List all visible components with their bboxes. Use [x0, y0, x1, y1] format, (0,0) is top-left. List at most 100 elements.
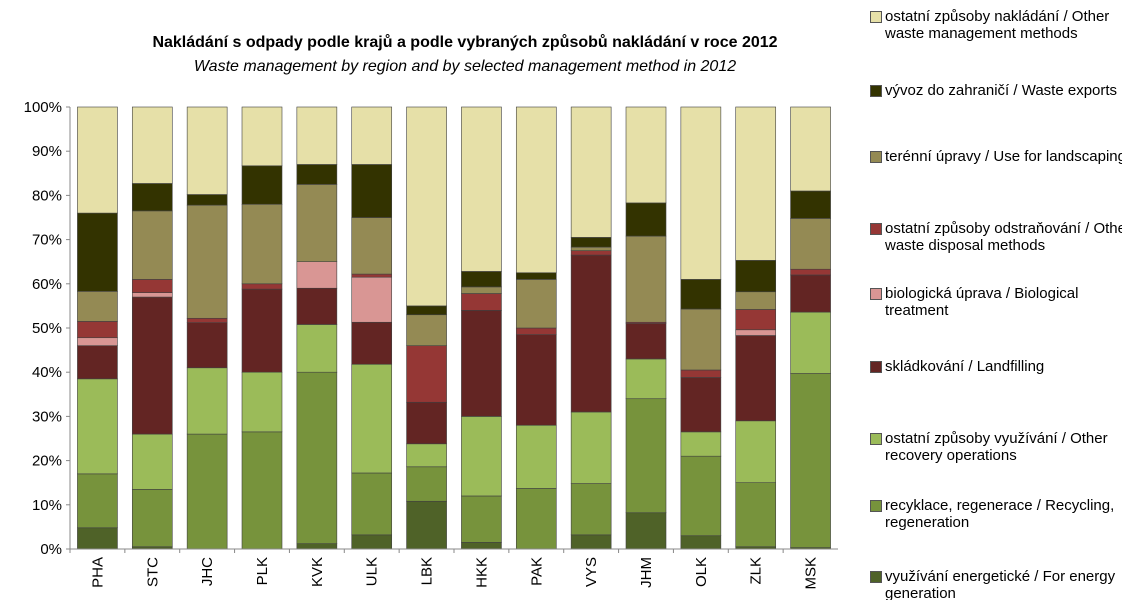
legend-item: využívání energetické / For energy gener…	[868, 568, 1122, 600]
bar-segment	[406, 345, 447, 403]
bar-segment	[351, 534, 393, 550]
bar-segment	[77, 345, 118, 380]
bar-segment	[515, 327, 557, 335]
legend-swatch	[870, 361, 882, 373]
bar-segment	[241, 165, 283, 205]
x-tick-label: JHM	[638, 557, 655, 588]
legend-label: terénní úpravy / Use for landscaping	[885, 148, 1122, 165]
bar-segment	[735, 309, 777, 331]
bar-segment	[131, 210, 173, 280]
legend-swatch	[870, 500, 882, 512]
bar-segment	[680, 308, 722, 371]
y-tick-label: 0%	[40, 541, 62, 558]
bar-segment	[406, 314, 447, 346]
bar-segment	[296, 543, 338, 550]
bar-segment	[77, 106, 118, 214]
bar-segment	[351, 106, 393, 165]
bar-segment	[735, 260, 777, 293]
bar-segment	[570, 106, 612, 238]
chart-subtitle: Waste management by region and by select…	[194, 58, 736, 75]
legend-swatch	[870, 571, 882, 583]
legend-swatch	[870, 223, 882, 235]
bar-segment	[680, 455, 722, 537]
legend-item: ostatní způsoby využívání / Other recove…	[868, 430, 1122, 464]
x-tick-label: ZLK	[748, 557, 765, 585]
x-tick-label: MSK	[803, 557, 820, 590]
bar-segment	[461, 293, 502, 311]
bar-segment	[241, 106, 283, 167]
bar-segment	[680, 369, 722, 378]
bar-segment	[131, 292, 173, 298]
legend-item: ostatní způsoby nakládání / Other waste …	[868, 8, 1122, 42]
bar-segment	[735, 329, 777, 336]
bar-segment	[625, 202, 667, 237]
bar-segment	[351, 472, 393, 536]
bar-segment	[186, 317, 228, 323]
bar-segment	[735, 335, 777, 422]
bar-segment	[570, 250, 612, 256]
y-tick-label: 20%	[32, 453, 62, 470]
legend-item: recyklace, regenerace / Recycling, regen…	[868, 497, 1122, 531]
bar-segment	[406, 305, 447, 316]
bar-segment	[461, 416, 502, 497]
y-tick-label: 30%	[32, 408, 62, 425]
bar-segment	[296, 106, 338, 165]
bar-segment	[515, 424, 557, 489]
legend-item: terénní úpravy / Use for landscaping	[868, 148, 1122, 165]
bar-segment	[77, 291, 118, 322]
bar-segment	[406, 106, 447, 307]
legend-item: vývoz do zahraničí / Waste exports	[868, 82, 1122, 99]
bar-segment	[296, 371, 338, 544]
y-tick-label: 70%	[32, 232, 62, 249]
bar-segment	[241, 371, 283, 433]
bar-segment	[461, 495, 502, 543]
bar-segment	[131, 183, 173, 212]
legend-item: ostatní způsoby odstraňování / Other was…	[868, 220, 1122, 254]
bar-segment	[406, 443, 447, 468]
bar-segment	[680, 279, 722, 310]
bar-segment	[131, 296, 173, 435]
legend-label: ostatní způsoby nakládání / Other waste …	[885, 8, 1110, 42]
bar-segment	[461, 286, 502, 294]
bar-segment	[186, 204, 228, 319]
bar-segment	[186, 194, 228, 206]
bar-segment	[351, 276, 393, 323]
bar-segment	[461, 542, 502, 550]
x-tick-label: OLK	[693, 557, 710, 587]
y-tick-label: 80%	[32, 187, 62, 204]
bar-segment	[296, 324, 338, 373]
bar-segment	[735, 106, 777, 261]
bar-segment	[625, 235, 667, 323]
y-tick-label: 90%	[32, 143, 62, 160]
legend-swatch	[870, 151, 882, 163]
x-tick-label: KVK	[309, 557, 326, 587]
x-tick-label: VYS	[583, 557, 600, 587]
bar-segment	[570, 246, 612, 251]
bar-segment	[625, 398, 667, 514]
bar-segment	[570, 534, 612, 550]
bar-segment	[351, 321, 393, 365]
legend-item: skládkování / Landfilling	[868, 358, 1122, 375]
bar-segment	[680, 431, 722, 457]
bar-segment	[186, 367, 228, 435]
bar-segment	[570, 254, 612, 413]
bar-segment	[131, 106, 173, 184]
bar-segment	[515, 106, 557, 274]
chart: Nakládání s odpady podle krajů a podle v…	[24, 34, 838, 590]
legend-label: biologická úprava / Biological treatment	[885, 285, 1079, 319]
bar-segment	[790, 190, 831, 219]
bar-segment	[241, 431, 283, 550]
x-tick-label: PAK	[528, 557, 545, 586]
y-tick-label: 100%	[24, 99, 62, 116]
bar-segment	[735, 420, 777, 484]
bar-segment	[680, 535, 722, 550]
bar-segment	[77, 527, 118, 550]
bar-segment	[241, 283, 283, 290]
legend-label: ostatní způsoby využívání / Other recove…	[885, 430, 1108, 464]
bar-segment	[625, 323, 667, 360]
bar-segment	[351, 217, 393, 275]
legend-swatch	[870, 85, 882, 97]
bar-segment	[570, 237, 612, 248]
bar-segment	[515, 334, 557, 426]
